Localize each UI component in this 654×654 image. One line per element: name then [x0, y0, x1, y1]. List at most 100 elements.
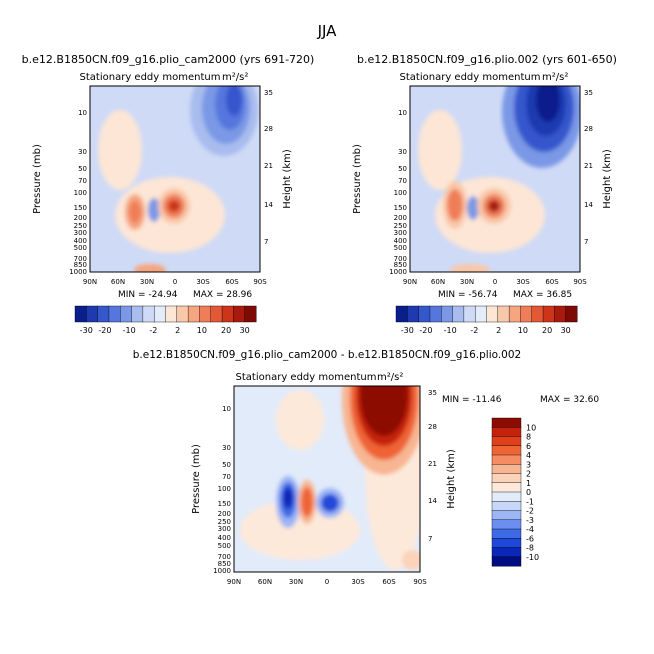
colorbar-swatch [491, 556, 522, 567]
panel-1-colorbar: -30 -20 -10 -2 2 10 20 30 [74, 305, 257, 335]
colorbar-tick-label: -30 [401, 326, 414, 335]
tick-label: 700 [218, 553, 231, 561]
colorbar-tick-label: -4 [526, 525, 534, 534]
tick-label: 60N [431, 278, 445, 286]
tick-label: 7 [428, 535, 432, 543]
tick-label: 90N [83, 278, 97, 286]
tick-label: 21 [584, 162, 593, 170]
tick-label: 200 [218, 510, 231, 518]
tick-label: 7 [264, 238, 268, 246]
tick-label: 100 [74, 189, 87, 197]
tick-label: 1000 [69, 268, 87, 276]
tick-label: 0 [173, 278, 177, 286]
tick-label: 90S [253, 278, 267, 286]
panel-3-ylabel-right: Height (km) [446, 449, 457, 509]
panel-2-min: MIN = -56.74 [438, 290, 498, 300]
tick-label: 10 [222, 405, 231, 413]
colorbar-swatch [418, 305, 431, 323]
panel-1-contour [226, 86, 242, 116]
colorbar-swatch [120, 305, 133, 323]
panel-3-contour [276, 390, 324, 450]
colorbar-swatch [108, 305, 121, 323]
panel-2-title: b.e12.B1850CN.f09_g16.plio.002 (yrs 601-… [357, 53, 617, 66]
colorbar-swatch [491, 501, 522, 512]
panel-3-max: MAX = 32.60 [540, 395, 599, 405]
tick-label: 400 [218, 534, 231, 542]
tick-label: 60N [258, 578, 272, 586]
tick-label: 30S [196, 278, 210, 286]
tick-label: 90S [573, 278, 587, 286]
panel-3-contour [301, 487, 313, 517]
panel-3-contour [360, 386, 408, 436]
panel-1-title: b.e12.B1850CN.f09_g16.plio_cam2000 (yrs … [22, 53, 315, 66]
panel-2-contour [488, 200, 500, 212]
colorbar-tick-label: -8 [526, 544, 534, 553]
colorbar-tick-label: 30 [561, 326, 571, 335]
panel-2-field [410, 86, 580, 272]
tick-label: 35 [264, 89, 273, 97]
colorbar-swatch [491, 528, 522, 539]
tick-label: 14 [264, 201, 273, 209]
tick-label: 400 [74, 237, 87, 245]
colorbar-tick-label: 2 [175, 326, 180, 335]
panel-2-ylabel: Pressure (mb) [352, 144, 363, 214]
colorbar-tick-label: -20 [419, 326, 432, 335]
panel-3-title: b.e12.B1850CN.f09_g16.plio_cam2000 - b.e… [133, 349, 521, 361]
tick-label: 28 [428, 423, 437, 431]
colorbar-swatch [131, 305, 144, 323]
tick-label: 90S [413, 578, 427, 586]
colorbar-swatch [74, 305, 87, 323]
tick-label: 500 [74, 244, 87, 252]
colorbar-swatch [199, 305, 212, 323]
tick-label: 30 [78, 148, 87, 156]
tick-label: 30N [289, 578, 303, 586]
colorbar-swatch [491, 454, 522, 465]
panel-2-max: MAX = 36.85 [513, 290, 572, 300]
colorbar-tick-label: -10 [123, 326, 136, 335]
colorbar-tick-label: -30 [80, 326, 93, 335]
colorbar-swatch [508, 305, 521, 323]
panel-3-field [234, 386, 420, 572]
tick-label: 150 [74, 204, 87, 212]
panel-3-contour [283, 487, 293, 509]
colorbar-swatch [221, 305, 234, 323]
tick-label: 60N [111, 278, 125, 286]
tick-label: 200 [394, 214, 407, 222]
colorbar-swatch [474, 305, 488, 323]
panel-3-left-ticks: 10 30 50 70 100 150 200 250 300 400 500 … [213, 405, 231, 575]
colorbar-swatch [486, 305, 499, 323]
tick-label: 30 [222, 444, 231, 452]
colorbar-tick-label: 1 [526, 479, 531, 488]
colorbar-tick-label: -20 [98, 326, 111, 335]
colorbar-tick-label: -2 [149, 326, 157, 335]
tick-label: 50 [222, 461, 231, 469]
panel-1-ylabel: Pressure (mb) [32, 144, 43, 214]
tick-label: 700 [74, 255, 87, 263]
tick-label: 10 [398, 109, 407, 117]
colorbar-swatch [491, 491, 522, 502]
colorbar-swatch [497, 305, 510, 323]
panel-3-contour [402, 550, 420, 570]
tick-label: 30S [351, 578, 365, 586]
tick-label: 70 [398, 177, 407, 185]
tick-label: 14 [584, 201, 593, 209]
colorbar-swatch [142, 305, 155, 323]
colorbar-swatch [491, 473, 522, 484]
colorbar-swatch [153, 305, 167, 323]
panel-1-contour [134, 264, 166, 272]
tick-label: 500 [218, 542, 231, 550]
tick-label: 150 [218, 500, 231, 508]
colorbar-swatch [491, 510, 522, 521]
tick-label: 70 [78, 177, 87, 185]
tick-label: 60S [225, 278, 239, 286]
colorbar-swatch [542, 305, 555, 323]
panel-1-max: MAX = 28.96 [193, 290, 252, 300]
panel-1-subtitle: Stationary eddy momentum [80, 72, 221, 83]
tick-label: 30 [398, 148, 407, 156]
panel-2-subtitle: Stationary eddy momentum [400, 72, 541, 83]
panel-2-colorbar: -30 -20 -10 -2 2 10 20 30 [395, 305, 578, 335]
panel-3-contour [321, 494, 339, 512]
super-title: JJA [317, 22, 338, 40]
